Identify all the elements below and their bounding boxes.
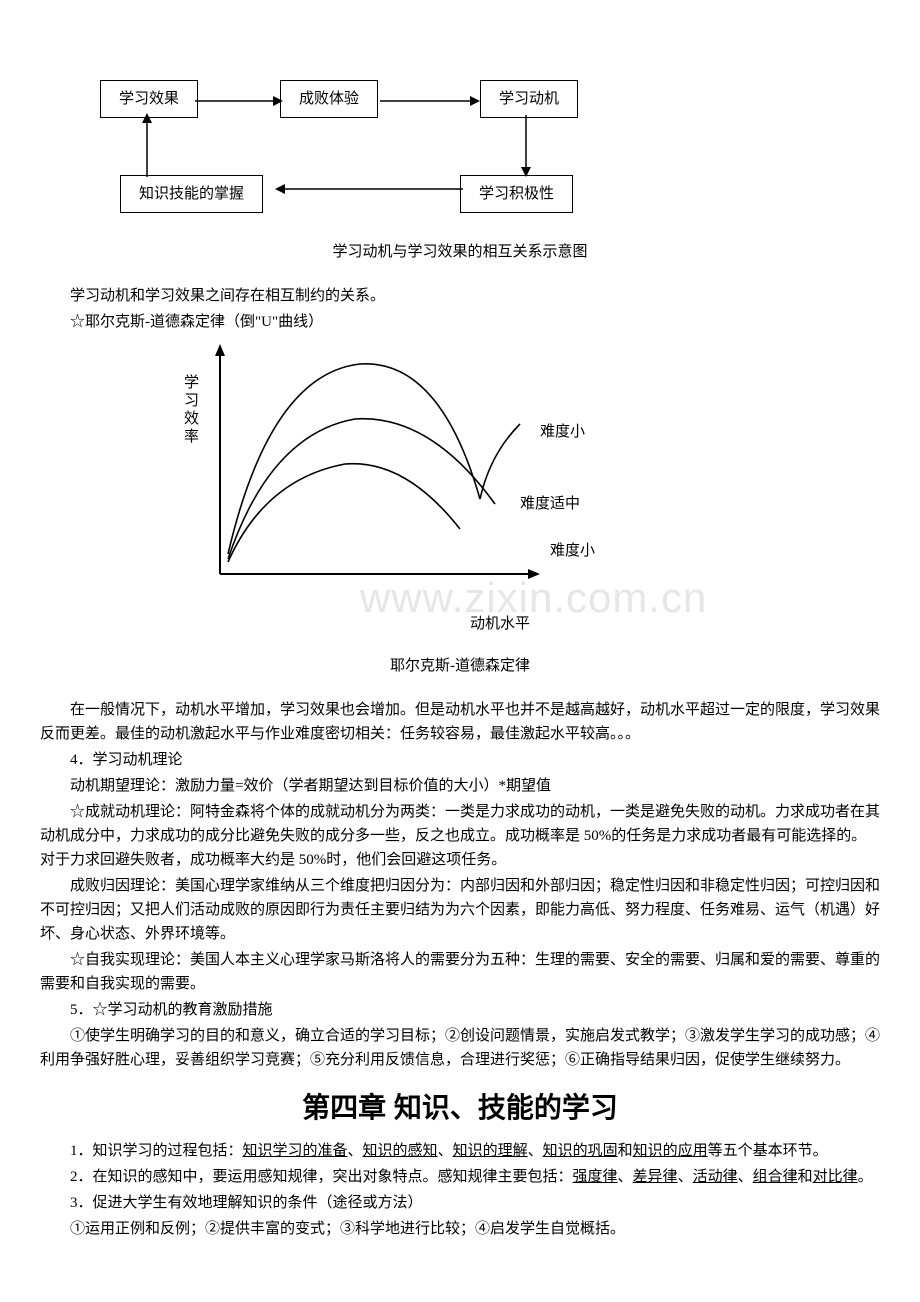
arrow-a-b [195, 92, 283, 110]
box-knowledge-skill: 知识技能的掌握 [120, 175, 263, 213]
arrow-b-c [380, 92, 480, 110]
ch4-p4: ①运用正例和反例；②提供丰富的变式；③科学地进行比较；④启发学生自觉概括。 [40, 1217, 880, 1241]
para-4a: 动机期望理论：激励力量=效价（学者期望达到目标价值的大小）*期望值 [40, 774, 880, 798]
para-4c: 成败归因理论：美国心理学家维纳从三个维度把归因分为：内部归因和外部归因；稳定性归… [40, 874, 880, 946]
arrow-e-d [275, 180, 463, 198]
arrow-d-a [138, 113, 156, 177]
para-relationship: 学习动机和学习效果之间存在相互制约的关系。 [40, 284, 880, 308]
chart-caption: 耶尔克斯-道德森定律 [40, 654, 880, 678]
motivation-flowchart: 学习效果 成败体验 学习动机 知识技能的掌握 学习积极性 [100, 80, 700, 230]
para-yerkes-dodson: ☆耶尔克斯-道德森定律（倒"U"曲线） [40, 310, 880, 334]
para-4-title: 4．学习动机理论 [40, 748, 880, 772]
yerkes-dodson-chart: www.zixin.com.cn 学习效率 难度小 难度适中 难度小 [160, 344, 680, 604]
curve-label-top: 难度小 [540, 420, 585, 444]
ch4-p1: 1．知识学习的过程包括：知识学习的准备、知识的感知、知识的理解、知识的巩固和知识… [40, 1139, 880, 1163]
curve-label-mid: 难度适中 [520, 492, 580, 516]
para-4d: ☆自我实现理论：美国人本主义心理学家马斯洛将人的需要分为五种：生理的需要、安全的… [40, 948, 880, 996]
chapter-4-title: 第四章 知识、技能的学习 [40, 1086, 880, 1131]
curve-label-bot: 难度小 [550, 539, 595, 563]
para-5-title: 5．☆学习动机的教育激励措施 [40, 998, 880, 1022]
chart-svg [160, 344, 680, 604]
box-learning-motivation: 学习动机 [480, 80, 578, 118]
para-4b: ☆成就动机理论：阿特金森将个体的成就动机分为两类：一类是力求成功的动机，一类是避… [40, 800, 880, 872]
para-3: 在一般情况下，动机水平增加，学习效果也会增加。但是动机水平也并不是越高越好，动机… [40, 698, 880, 746]
box-success-experience: 成败体验 [280, 80, 378, 118]
chart-y-label: 学习效率 [178, 374, 202, 446]
para-5a: ①使学生明确学习的目的和意义，确立合适的学习目标；②创设问题情景，实施启发式教学… [40, 1024, 880, 1072]
flowchart-caption: 学习动机与学习效果的相互关系示意图 [40, 240, 880, 264]
ch4-p3: 3．促进大学生有效地理解知识的条件（途径或方法） [40, 1191, 880, 1215]
ch4-p2: 2．在知识的感知中，要运用感知规律，突出对象特点。感知规律主要包括：强度律、差异… [40, 1165, 880, 1189]
arrow-c-e [517, 115, 535, 177]
box-learning-initiative: 学习积极性 [460, 175, 573, 213]
chart-x-label: 动机水平 [120, 612, 880, 636]
